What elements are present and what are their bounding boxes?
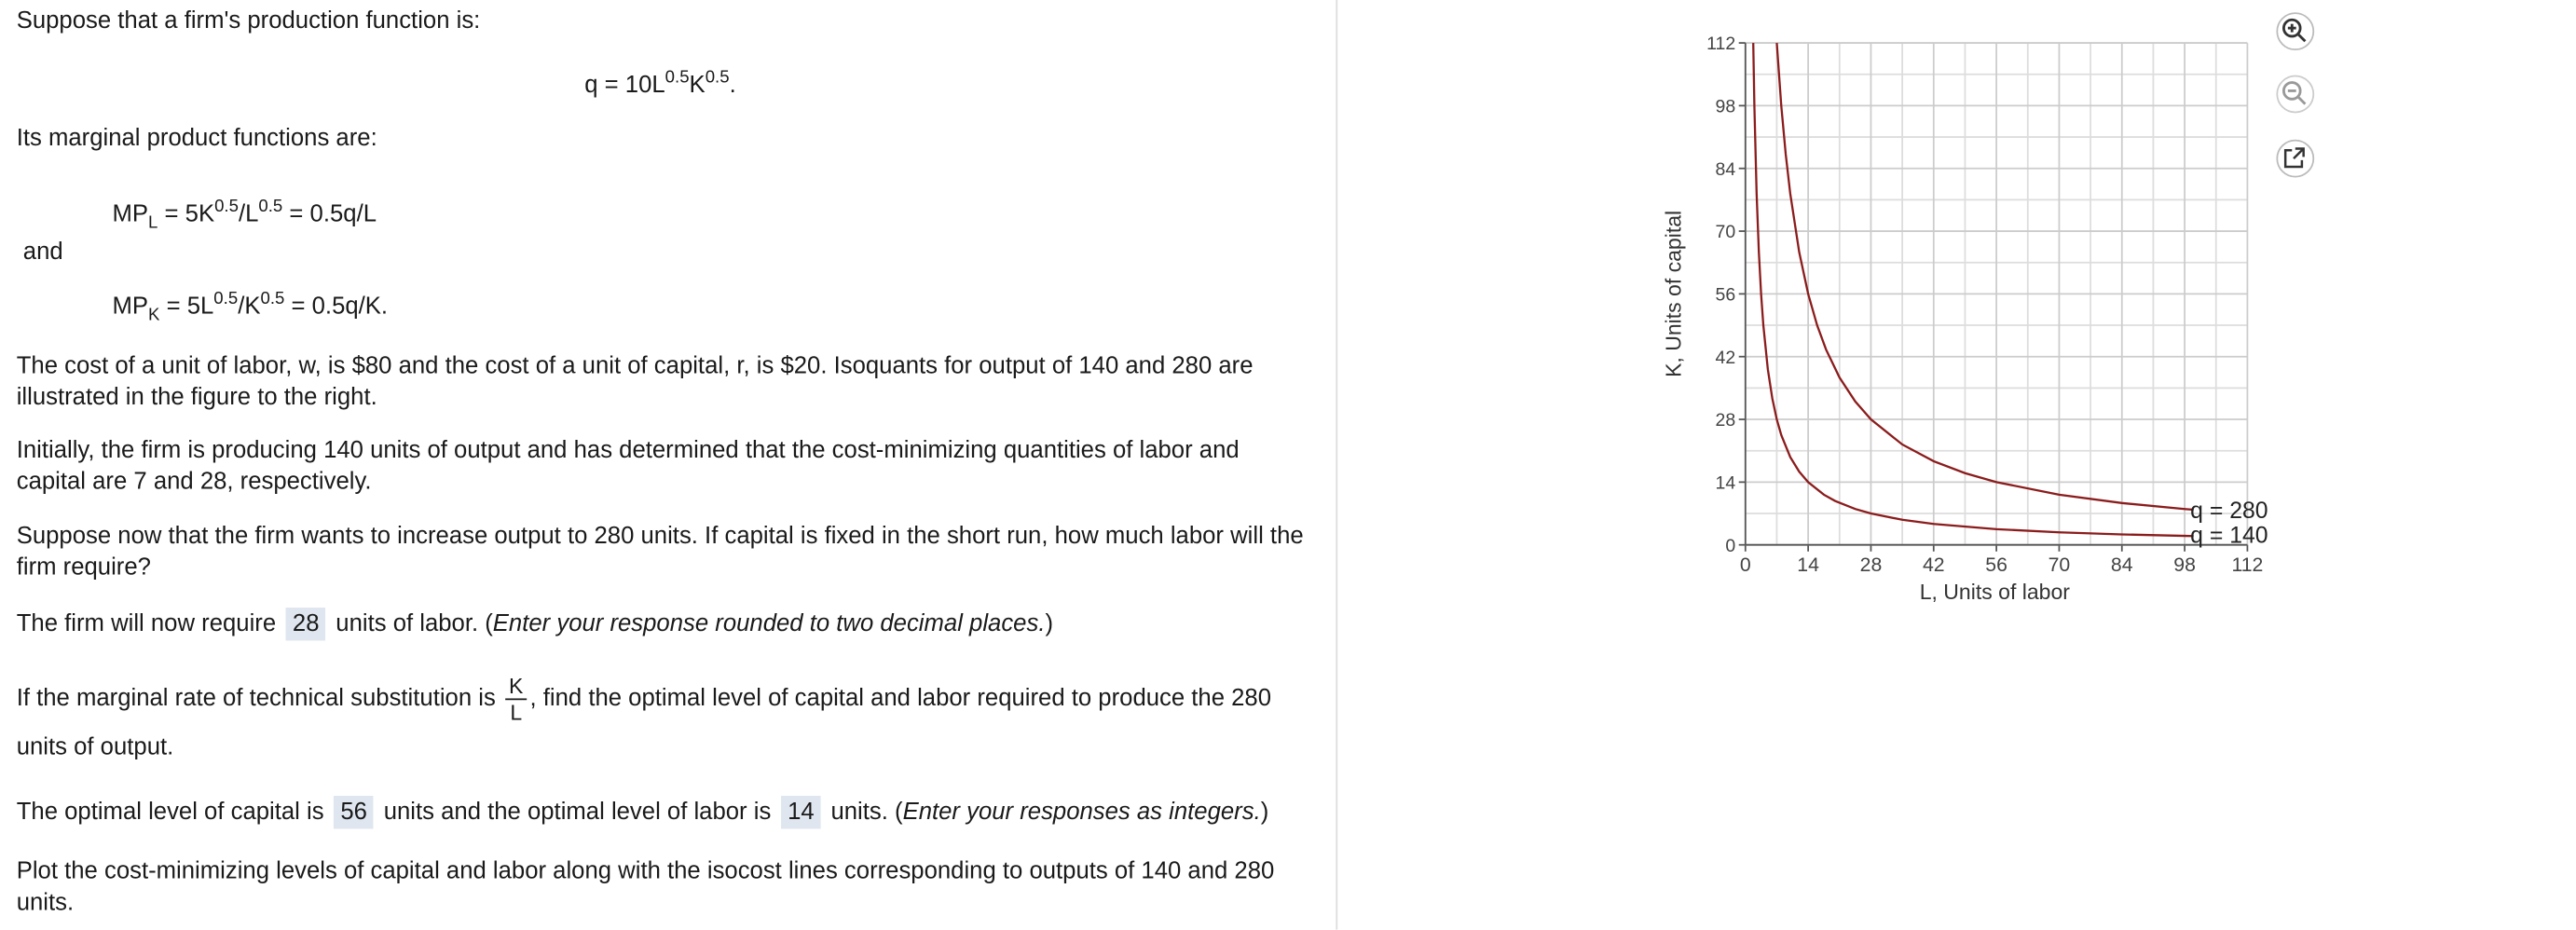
instruction: Enter your responses as integers. — [902, 799, 1261, 826]
denominator: L — [510, 700, 523, 725]
formula-part: = 5L — [159, 294, 214, 321]
instruction: Enter your response rounded to two decim… — [492, 610, 1046, 637]
formula-exp: 0.5 — [705, 67, 730, 88]
y-tick-label: 56 — [1716, 284, 1736, 305]
formula-part: = 5K — [158, 201, 215, 228]
x-tick-label: 98 — [2173, 554, 2196, 576]
y-axis-label: K, Units of capital — [1662, 211, 1686, 377]
series-label: q = 140 — [2190, 523, 2268, 548]
formula-part: MP — [112, 294, 149, 321]
x-tick-label: 56 — [1985, 554, 2007, 576]
paragraph: The cost of a unit of labor, w, is $80 a… — [16, 353, 1254, 412]
answer-box[interactable]: 56 — [334, 796, 375, 829]
x-tick-label: 42 — [1923, 554, 1945, 576]
x-tick-label: 70 — [2048, 554, 2071, 576]
x-tick-label: 84 — [2111, 554, 2133, 576]
y-tick-label: 0 — [1725, 536, 1735, 556]
y-tick-label: 98 — [1716, 96, 1736, 116]
and-text: and — [22, 239, 63, 267]
formula-exp: 0.5 — [213, 289, 239, 309]
text: , find the optimal level of capital and … — [16, 685, 1272, 761]
formula-exp: 0.5 — [258, 196, 283, 217]
answer-line: The optimal level of capital is 56 units… — [16, 796, 1313, 829]
mrts-line: If the marginal rate of technical substi… — [17, 674, 1313, 772]
zoom-in-icon[interactable] — [2276, 12, 2315, 51]
isoquant — [1752, 43, 2194, 538]
text: units and the optimal level of labor is — [383, 799, 772, 826]
x-tick-label: 14 — [1797, 554, 1819, 576]
mpl-formula: MPL = 5K0.5/L0.5 = 0.5q/L — [112, 192, 608, 239]
paragraph: Suppose now that the firm wants to incre… — [16, 523, 1304, 581]
isoquant — [1775, 42, 2194, 512]
x-tick-label: 112 — [2231, 554, 2263, 576]
text: ) — [1260, 799, 1269, 826]
formula-part: /L — [238, 201, 259, 228]
y-tick-label: 14 — [1716, 472, 1736, 493]
y-tick-label: 42 — [1716, 348, 1736, 368]
formula-part: MP — [112, 201, 149, 228]
open-new-window-icon[interactable] — [2276, 139, 2315, 178]
y-tick-label: 84 — [1716, 159, 1736, 180]
mpk-formula: MPK = 5L0.5/K0.5 = 0.5q/K. — [112, 284, 608, 332]
paragraph: Plot the cost-minimizing levels of capit… — [16, 858, 1275, 917]
formula-part: . — [729, 72, 736, 100]
intro: Suppose that a firm's production functio… — [16, 7, 481, 35]
y-tick-label: 28 — [1716, 410, 1736, 431]
answer-box[interactable]: 28 — [285, 608, 326, 641]
formula-sub: L — [148, 212, 158, 233]
y-tick-label: 70 — [1716, 222, 1736, 242]
formula-part: /K — [238, 294, 261, 321]
formula-part: K — [689, 72, 706, 100]
divider — [1336, 0, 1338, 930]
x-tick-label: 0 — [1740, 554, 1751, 576]
formula-exp: 0.5 — [665, 67, 690, 88]
text: The firm will now require — [16, 610, 277, 637]
x-axis-label: L, Units of labor — [1920, 580, 2071, 604]
formula-part: = 0.5q/L — [282, 201, 377, 228]
formula-exp: 0.5 — [214, 196, 239, 217]
text: units. ( — [830, 799, 903, 826]
mp-intro: Its marginal product functions are: — [16, 125, 377, 153]
text: ) — [1045, 610, 1054, 637]
answer-box[interactable]: 14 — [781, 796, 821, 829]
paragraph: Initially, the firm is producing 140 uni… — [16, 437, 1240, 496]
y-tick-label: 112 — [1706, 34, 1735, 54]
series-label: q = 280 — [2190, 499, 2268, 524]
numerator: K — [505, 674, 527, 701]
x-tick-label: 28 — [1860, 554, 1883, 576]
production-formula: q = 10L0.5K0.5. — [584, 62, 914, 103]
zoom-out-icon[interactable] — [2276, 75, 2315, 114]
answer-line: The firm will now require 28 units of la… — [16, 608, 1313, 641]
formula-sub: K — [148, 305, 160, 326]
formula-part: = 0.5q/K. — [284, 294, 389, 321]
text: If the marginal rate of technical substi… — [16, 685, 496, 713]
text: units of labor. ( — [336, 610, 493, 637]
formula-exp: 0.5 — [260, 289, 285, 309]
formula-part: q = 10L — [584, 72, 665, 100]
text: The optimal level of capital is — [16, 799, 324, 826]
